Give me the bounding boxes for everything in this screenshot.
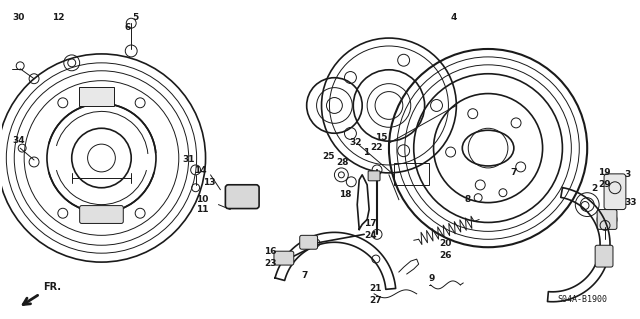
Text: 33: 33 xyxy=(624,198,636,207)
Text: 20: 20 xyxy=(440,239,452,248)
Text: 30: 30 xyxy=(12,13,24,22)
Text: 1: 1 xyxy=(363,148,369,157)
Text: 22: 22 xyxy=(370,143,383,152)
FancyBboxPatch shape xyxy=(274,251,294,265)
Text: 7: 7 xyxy=(301,271,308,280)
Text: 5: 5 xyxy=(132,13,138,22)
Text: 10: 10 xyxy=(196,195,208,204)
Text: 3: 3 xyxy=(624,170,630,179)
Text: 14: 14 xyxy=(194,166,206,175)
Text: 12: 12 xyxy=(52,13,65,22)
Text: 23: 23 xyxy=(264,259,276,268)
Text: 32: 32 xyxy=(349,138,362,147)
Text: 28: 28 xyxy=(337,158,349,167)
Text: 21: 21 xyxy=(369,284,381,293)
Text: 19: 19 xyxy=(598,168,611,177)
FancyBboxPatch shape xyxy=(604,174,626,210)
Text: S04A-B1900: S04A-B1900 xyxy=(557,295,607,304)
Text: 26: 26 xyxy=(440,251,452,260)
FancyBboxPatch shape xyxy=(595,245,613,267)
Text: 13: 13 xyxy=(203,178,215,187)
Text: 11: 11 xyxy=(196,204,208,214)
FancyBboxPatch shape xyxy=(79,205,124,223)
Text: 15: 15 xyxy=(375,133,388,142)
Text: 4: 4 xyxy=(451,13,457,22)
Text: 31: 31 xyxy=(183,155,195,164)
Text: 9: 9 xyxy=(429,274,435,283)
Text: 34: 34 xyxy=(12,136,25,145)
FancyBboxPatch shape xyxy=(300,235,317,249)
Text: 16: 16 xyxy=(264,247,276,256)
FancyBboxPatch shape xyxy=(597,210,617,229)
FancyBboxPatch shape xyxy=(79,87,115,107)
Text: 17: 17 xyxy=(364,219,377,228)
Text: 29: 29 xyxy=(598,180,611,189)
Text: 8: 8 xyxy=(464,195,470,204)
FancyBboxPatch shape xyxy=(225,185,259,209)
Text: 2: 2 xyxy=(591,184,597,193)
Text: 18: 18 xyxy=(339,190,352,199)
Text: 6: 6 xyxy=(124,23,131,32)
Text: 27: 27 xyxy=(369,296,381,305)
Text: 25: 25 xyxy=(323,152,335,161)
Text: FR.: FR. xyxy=(43,282,61,292)
Text: 24: 24 xyxy=(364,231,377,241)
Text: 7: 7 xyxy=(510,168,516,177)
FancyBboxPatch shape xyxy=(368,171,380,181)
